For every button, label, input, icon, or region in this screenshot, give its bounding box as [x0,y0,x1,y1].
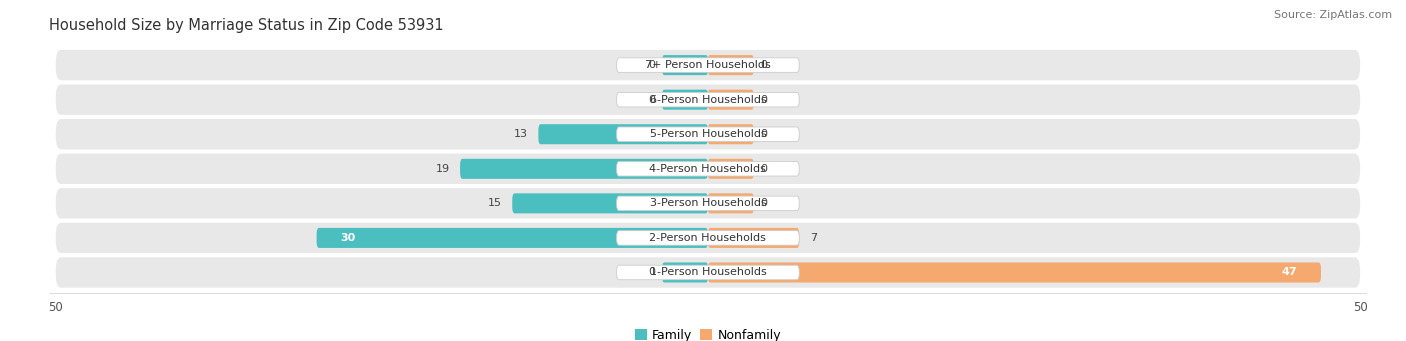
FancyBboxPatch shape [662,263,709,282]
FancyBboxPatch shape [56,85,1360,115]
FancyBboxPatch shape [617,196,799,211]
Text: 15: 15 [488,198,502,208]
FancyBboxPatch shape [709,124,754,144]
FancyBboxPatch shape [617,127,799,142]
Text: 3-Person Households: 3-Person Households [650,198,766,208]
FancyBboxPatch shape [617,92,799,107]
FancyBboxPatch shape [617,231,799,245]
Text: 0: 0 [761,164,768,174]
FancyBboxPatch shape [460,159,709,179]
Text: 1-Person Households: 1-Person Households [650,267,766,278]
Text: Household Size by Marriage Status in Zip Code 53931: Household Size by Marriage Status in Zip… [49,18,444,33]
FancyBboxPatch shape [56,257,1360,288]
FancyBboxPatch shape [709,228,799,248]
FancyBboxPatch shape [662,90,709,110]
FancyBboxPatch shape [617,265,799,280]
Text: 7: 7 [810,233,817,243]
Text: 47: 47 [1282,267,1298,278]
FancyBboxPatch shape [56,50,1360,80]
Legend: Family, Nonfamily: Family, Nonfamily [630,324,786,341]
FancyBboxPatch shape [709,193,754,213]
FancyBboxPatch shape [662,55,709,75]
Text: 5-Person Households: 5-Person Households [650,129,766,139]
Text: 0: 0 [761,198,768,208]
FancyBboxPatch shape [56,188,1360,219]
Text: Source: ZipAtlas.com: Source: ZipAtlas.com [1274,10,1392,20]
FancyBboxPatch shape [512,193,709,213]
Text: 2-Person Households: 2-Person Households [650,233,766,243]
FancyBboxPatch shape [709,55,754,75]
FancyBboxPatch shape [56,153,1360,184]
Text: 0: 0 [761,95,768,105]
Text: 6-Person Households: 6-Person Households [650,95,766,105]
Text: 7+ Person Households: 7+ Person Households [645,60,770,70]
Text: 0: 0 [648,267,655,278]
Text: 0: 0 [648,60,655,70]
FancyBboxPatch shape [709,263,1322,282]
Text: 4-Person Households: 4-Person Households [650,164,766,174]
Text: 13: 13 [515,129,527,139]
FancyBboxPatch shape [709,90,754,110]
Text: 0: 0 [761,129,768,139]
Text: 19: 19 [436,164,450,174]
Text: 0: 0 [648,95,655,105]
FancyBboxPatch shape [709,159,754,179]
FancyBboxPatch shape [538,124,709,144]
Text: 30: 30 [340,233,356,243]
FancyBboxPatch shape [617,58,799,72]
FancyBboxPatch shape [56,119,1360,149]
FancyBboxPatch shape [617,162,799,176]
FancyBboxPatch shape [56,223,1360,253]
Text: 0: 0 [761,60,768,70]
FancyBboxPatch shape [316,228,709,248]
